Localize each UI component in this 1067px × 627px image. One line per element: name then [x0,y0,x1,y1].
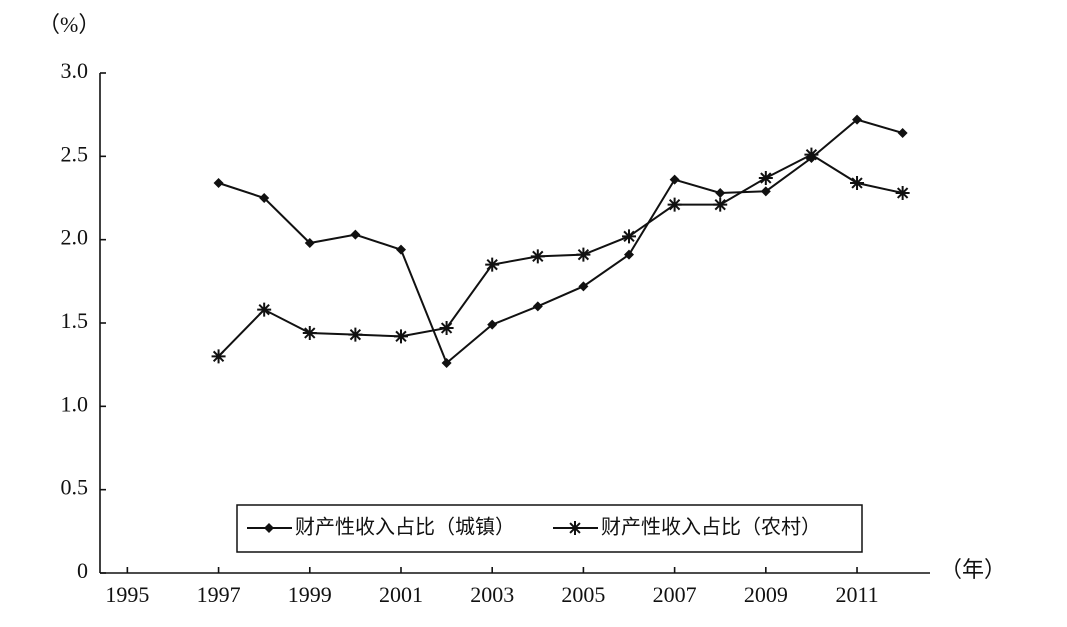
point [897,128,908,138]
x-tick-label: 2011 [835,582,878,607]
point [715,188,726,198]
point [485,257,500,272]
point [578,281,589,292]
point [441,358,452,368]
point [439,321,454,335]
x-axis-label: （年） [940,557,1006,582]
x-tick-label: 2001 [379,582,423,607]
x-tick-label: 2003 [470,582,514,607]
x-tick-label: 2009 [744,582,788,607]
y-tick-label: 2.0 [61,225,89,250]
point [850,176,865,190]
point [530,249,545,264]
point [624,249,635,260]
point [532,301,543,312]
point [211,349,226,364]
point [622,229,637,244]
point [576,247,591,262]
point [304,238,315,248]
x-tick-label: 2005 [561,582,605,607]
point [713,197,728,212]
x-tick-label: 1997 [197,582,241,607]
line [218,118,903,365]
point [487,319,498,330]
legend-box [236,504,863,553]
point [350,229,361,240]
x-tick-label: 1999 [288,582,332,607]
y-tick-label: 3.0 [61,58,89,83]
point [804,147,819,162]
point [758,171,773,185]
point [667,197,682,212]
point [264,523,274,533]
y-tick-label: 2.5 [61,141,89,166]
point [393,329,408,344]
point [213,178,224,188]
point [395,244,406,255]
point [259,193,270,203]
y-tick-label: 1.5 [61,308,89,333]
y-axis-label: （%） [38,12,100,37]
point [348,327,363,342]
point [669,174,680,185]
point [568,521,582,535]
x-tick-label: 2007 [653,582,697,607]
point [302,326,317,340]
point [895,186,910,200]
y-tick-label: 0 [77,558,88,583]
x-tick-label: 1995 [105,582,149,607]
y-tick-label: 0.5 [61,475,89,500]
y-tick-label: 1.0 [61,391,89,416]
legend-label: 财产性收入占比（农村） [601,515,821,539]
point [257,302,272,317]
point [852,114,863,125]
line [217,153,903,358]
point [760,186,771,197]
legend-label: 财产性收入占比（城镇） [295,515,515,539]
